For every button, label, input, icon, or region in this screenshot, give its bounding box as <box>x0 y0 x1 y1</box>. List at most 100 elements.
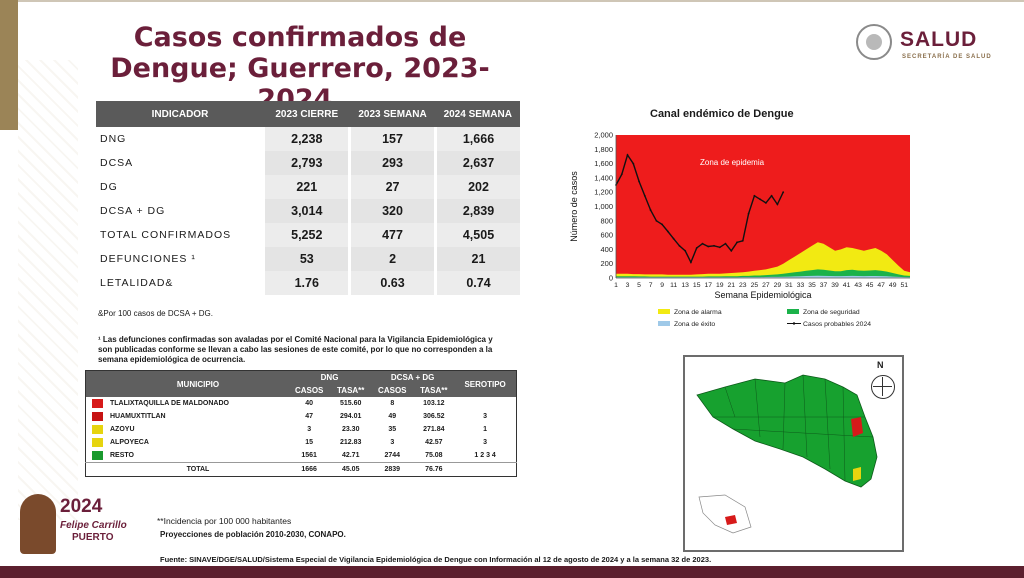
indicator-row: DEFUNCIONES ¹ 53 2 21 <box>96 247 520 271</box>
value-2023-cierre: 1.76 <box>262 271 350 295</box>
header-2024-semana: 2024 SEMANA <box>435 101 520 127</box>
salud-logo: SALUD SECRETARÍA DE SALUD <box>852 22 992 66</box>
total-serotipo <box>454 462 517 477</box>
risk-color-cell <box>86 436 109 449</box>
serotipo: 1 2 3 4 <box>474 452 496 459</box>
x-axis-title: Semana Epidemiológica <box>714 290 811 300</box>
y-tick-label: 400 <box>600 245 613 254</box>
municipios-subheader-row: CASOS TASA** CASOS TASA** <box>86 384 517 397</box>
defunciones-note: ¹ Las defunciones confirmadas son avalad… <box>98 335 493 364</box>
dcsa-tasa: 306.52 <box>423 413 445 420</box>
letalidad-note: &Por 100 casos de DCSA + DG. <box>98 309 213 318</box>
y-tick-label: 600 <box>600 231 613 240</box>
cases-2024-point <box>747 212 750 215</box>
x-tick-label: 23 <box>739 282 747 289</box>
x-tick-label: 9 <box>660 282 664 289</box>
x-tick-label: 49 <box>889 282 897 289</box>
x-tick-label: 13 <box>681 282 689 289</box>
risk-color-swatch <box>91 451 103 460</box>
yellow-municipality-region <box>853 467 861 481</box>
municipio-name: ALPOYECA <box>110 439 149 446</box>
municipio-row: TLALIXTAQUILLA DE MALDONADO 40 515.60 8 103.… <box>86 397 517 410</box>
dng-casos: 40 <box>305 400 314 407</box>
municipios-header-row: MUNICIPIO DNG DCSA + DG SEROTIPO <box>85 370 517 397</box>
total-municipio-name: TOTAL <box>108 462 288 477</box>
municipio-name: RESTO <box>110 452 134 459</box>
indicator-row: TOTAL CONFIRMADOS 5,252 477 4,505 <box>96 223 520 247</box>
header-2023-cierre: 2023 CIERRE <box>263 101 350 127</box>
header-municipio: MUNICIPIO <box>108 370 288 397</box>
legend-label: Zona de alarma <box>674 309 722 316</box>
value-2023-cierre: 2,238 <box>262 127 350 151</box>
cases-2024-point <box>655 219 658 222</box>
indicator-label: DNG <box>100 133 127 145</box>
cases-2024-point <box>730 249 733 252</box>
cases-2024-point <box>707 245 710 248</box>
source-note: Fuente: SINAVE/DGE/SALUD/Sistema Especia… <box>160 555 712 564</box>
dng-casos: 47 <box>305 413 314 420</box>
x-tick-label: 21 <box>728 282 736 289</box>
cases-2024-point <box>724 242 727 245</box>
serotipo: 3 <box>483 413 488 420</box>
cases-2024-point <box>776 203 779 206</box>
total-color-cell <box>85 462 108 477</box>
y-tick-label: 1,800 <box>594 145 613 154</box>
value-2024-semana: 21 <box>434 247 520 271</box>
indicator-label: DG <box>100 181 118 193</box>
cases-2024-point <box>690 261 692 264</box>
value-2023-semana: 320 <box>348 199 436 223</box>
cases-2024-point <box>672 237 675 240</box>
header-serotipo: SEROTIPO <box>454 370 517 397</box>
indicator-row: LETALIDAD& 1.76 0.63 0.74 <box>96 271 520 295</box>
legend-swatch <box>658 309 670 314</box>
x-tick-label: 15 <box>693 282 701 289</box>
y-axis-title: Número de casos <box>569 171 579 242</box>
value-2023-cierre: 5,252 <box>262 223 350 247</box>
x-tick-label: 25 <box>751 282 759 289</box>
risk-color-cell <box>86 423 109 436</box>
value-2023-semana: 0.63 <box>348 271 436 295</box>
alarm-zone-area <box>616 242 910 278</box>
top-border <box>0 0 1024 2</box>
dng-casos: 1561 <box>301 452 317 459</box>
cases-2024-point <box>661 223 663 226</box>
y-tick-label: 1,200 <box>594 188 613 197</box>
cases-2024-point <box>632 162 635 165</box>
value-2023-semana: 157 <box>348 127 436 151</box>
badge-name: Felipe Carrillo <box>60 520 127 531</box>
indicator-label: DCSA <box>100 157 134 169</box>
y-tick-label: 0 <box>609 274 613 283</box>
x-tick-label: 7 <box>649 282 653 289</box>
total-row: TOTAL 1666 45.05 2839 76.76 <box>85 462 517 477</box>
x-tick-label: 31 <box>785 282 793 289</box>
municipio-name: HUAMUXTITLAN <box>110 413 166 420</box>
cases-2024-point <box>713 244 715 247</box>
mexico-inset-highlight <box>725 515 737 525</box>
x-tick-label: 19 <box>716 282 724 289</box>
indicator-label: DCSA + DG <box>100 205 166 217</box>
guerrero-map: N <box>683 355 904 552</box>
anniversary-badge: 2024 Felipe Carrillo PUERTO <box>20 490 140 560</box>
serotipo <box>454 397 516 410</box>
legend-swatch <box>787 309 799 314</box>
portrait-image <box>20 494 56 554</box>
risk-color-cell <box>86 449 109 463</box>
cases-2024-point <box>701 242 704 245</box>
value-2023-semana: 477 <box>348 223 436 247</box>
cases-2024-point <box>620 173 623 176</box>
cases-2024-point <box>753 194 756 197</box>
x-tick-label: 11 <box>670 282 677 289</box>
risk-color-swatch <box>91 399 103 408</box>
risk-color-cell <box>86 410 109 423</box>
indicators-header-row: INDICADOR 2023 CIERRE 2023 SEMANA 2024 S… <box>96 101 520 127</box>
cases-2024-point <box>678 244 681 247</box>
x-tick-label: 43 <box>854 282 862 289</box>
dcsa-casos: 3 <box>390 439 395 446</box>
red-municipality-region <box>851 417 863 437</box>
cases-2024-point <box>741 239 744 242</box>
header-color <box>85 370 108 397</box>
value-2024-semana: 202 <box>434 175 520 199</box>
coat-of-arms-icon <box>856 24 892 60</box>
y-tick-label: 800 <box>600 216 613 225</box>
projection-footnote: Proyecciones de población 2010-2030, CON… <box>160 530 346 539</box>
